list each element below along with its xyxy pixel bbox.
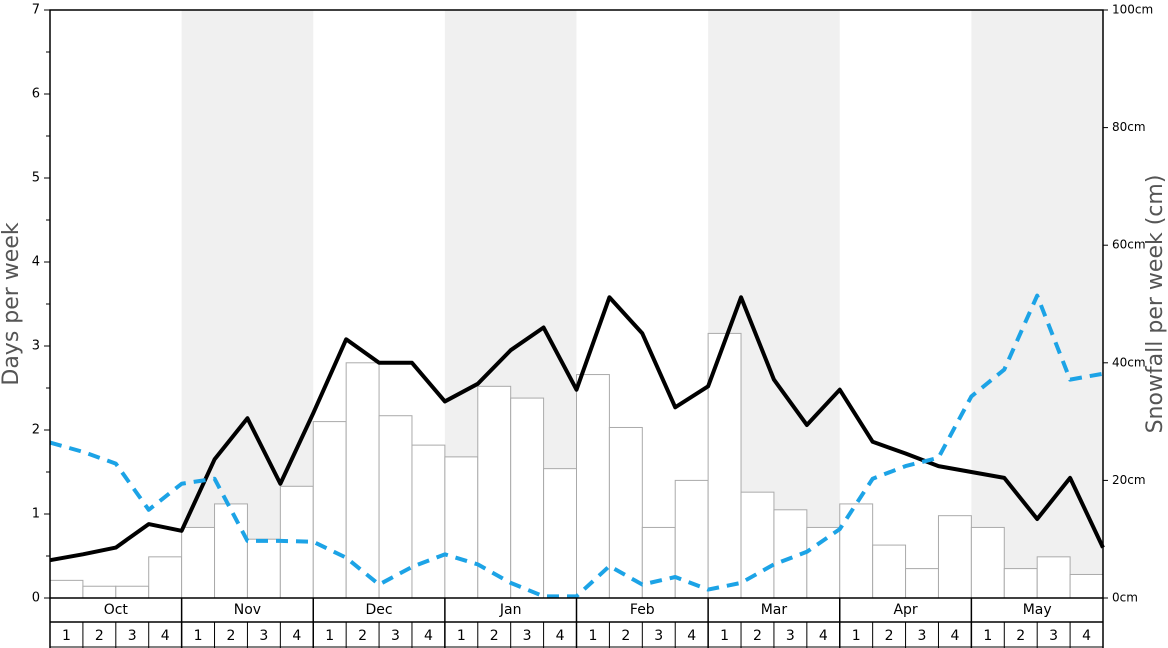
y2-tick-label: 60cm: [1112, 238, 1146, 252]
bar: [839, 503, 874, 599]
bar: [740, 491, 775, 599]
week-label: 1: [852, 628, 861, 644]
bar: [181, 526, 216, 599]
y-tick-label: 1: [32, 507, 40, 522]
week-label: 3: [918, 628, 927, 644]
week-label: 1: [720, 628, 729, 644]
bar: [543, 468, 577, 599]
month-label: Oct: [104, 602, 129, 618]
week-label: 2: [885, 628, 894, 644]
y-tick-label: 7: [32, 3, 40, 18]
week-label: 3: [786, 628, 795, 644]
bar: [510, 397, 545, 599]
week-label: 4: [950, 628, 959, 644]
bar: [148, 556, 183, 599]
bar: [608, 426, 643, 599]
week-label: 2: [490, 628, 499, 644]
bar: [246, 538, 281, 599]
y2-tick-label: 20cm: [1112, 473, 1146, 487]
bar: [82, 585, 117, 599]
week-label: 1: [62, 628, 71, 644]
week-label: 3: [523, 628, 532, 644]
y-tick-label: 2: [32, 423, 40, 438]
bar: [115, 585, 150, 599]
bar: [806, 526, 841, 599]
y-tick-label: 4: [32, 255, 40, 270]
y-tick-label: 5: [32, 171, 40, 186]
week-label: 2: [95, 628, 104, 644]
week-label: 3: [654, 628, 663, 644]
y2-tick-label: 0cm: [1112, 591, 1138, 605]
month-label: Feb: [630, 602, 655, 618]
week-label: 4: [1082, 628, 1091, 644]
week-label: 2: [621, 628, 630, 644]
week-label: 3: [1049, 628, 1058, 644]
week-label: 1: [325, 628, 334, 644]
bar: [444, 456, 479, 599]
y-axis-label: Days per week: [0, 222, 24, 385]
week-label: 2: [1016, 628, 1025, 644]
bar: [49, 579, 84, 599]
bar: [905, 568, 939, 599]
y2-tick-label: 80cm: [1112, 120, 1146, 134]
month-label: Nov: [234, 602, 261, 618]
bar: [411, 444, 446, 599]
week-label: 1: [588, 628, 597, 644]
week-label: 4: [687, 628, 696, 644]
month-label: Apr: [893, 602, 917, 618]
y-tick-label: 6: [32, 87, 40, 102]
bar: [641, 526, 676, 599]
month-label: May: [1023, 602, 1052, 618]
week-label: 2: [358, 628, 367, 644]
bar: [1069, 573, 1104, 599]
week-label: 2: [753, 628, 762, 644]
week-label: 1: [457, 628, 466, 644]
bar: [1036, 556, 1071, 599]
bar: [970, 526, 1005, 599]
y-tick-label: 0: [32, 591, 40, 606]
month-label: Dec: [366, 602, 393, 618]
bar: [707, 332, 742, 599]
bar: [214, 503, 248, 599]
y-tick-label: 3: [32, 339, 40, 354]
week-label: 3: [391, 628, 400, 644]
y2-axis-label: Snowfall per week (cm): [1143, 175, 1168, 434]
bar: [312, 421, 347, 599]
week-label: 1: [194, 628, 203, 644]
week-label: 4: [292, 628, 301, 644]
week-label: 2: [227, 628, 236, 644]
week-label: 1: [983, 628, 992, 644]
week-label: 3: [259, 628, 268, 644]
month-label: Jan: [499, 602, 522, 618]
week-label: 3: [128, 628, 137, 644]
bar: [1003, 568, 1038, 599]
week-label: 4: [556, 628, 565, 644]
bar: [872, 544, 907, 599]
week-label: 4: [161, 628, 170, 644]
y2-tick-label: 100cm: [1112, 3, 1153, 17]
week-label: 4: [424, 628, 433, 644]
month-label: Mar: [761, 602, 788, 618]
line: [49, 293, 1104, 599]
bar: [576, 374, 610, 599]
week-label: 4: [819, 628, 828, 644]
y2-tick-label: 40cm: [1112, 355, 1146, 369]
bar: [937, 515, 972, 599]
